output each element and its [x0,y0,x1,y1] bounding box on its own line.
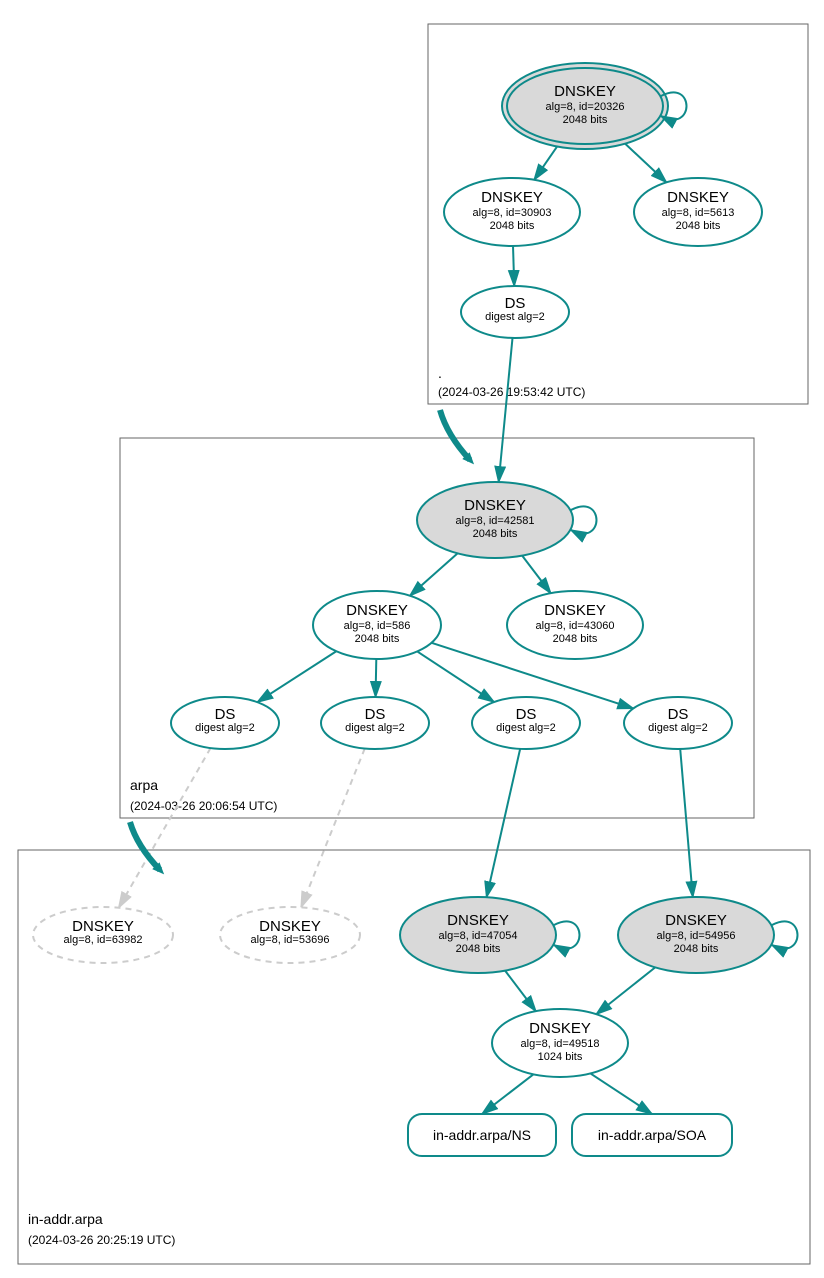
node-sub: alg=8, id=30903 [473,207,552,219]
node-n18: in-addr.arpa/SOA [572,1114,732,1156]
node-sub: 2048 bits [563,114,608,126]
node-n2: DNSKEYalg=8, id=309032048 bits [444,178,580,246]
edge-n2-n4 [513,246,514,286]
zone-label-arpa: arpa [130,777,158,793]
edge-n11-n15 [680,749,693,897]
node-sub: alg=8, id=63982 [64,934,143,946]
node-n14: DNSKEYalg=8, id=470542048 bits [400,897,580,973]
edge-n14-n16 [505,971,536,1012]
node-sub: 2048 bits [674,943,719,955]
node-sub: alg=8, id=5613 [662,207,735,219]
selfloop-icon [772,921,798,948]
dnssec-diagram: . (2024-03-26 19:53:42 UTC) arpa (2024-03-2… [0,0,824,1278]
node-sub: alg=8, id=49518 [521,1038,600,1050]
edge-n15-n16 [596,967,655,1014]
node-title: DS [505,295,526,312]
edge-n5-n6 [410,553,458,595]
edge-n1-n2 [534,142,560,180]
node-title: DNSKEY [667,189,729,206]
node-n15: DNSKEYalg=8, id=549562048 bits [618,897,798,973]
node-title: DNSKEY [464,497,526,514]
zone-label-inaddr: in-addr.arpa [28,1211,103,1227]
node-title: DNSKEY [544,602,606,619]
nodes-layer: DNSKEYalg=8, id=203262048 bitsDNSKEYalg=… [33,63,798,1156]
node-sub: digest alg=2 [648,722,708,734]
node-sub: alg=8, id=20326 [546,101,625,113]
selfloop-icon [554,921,580,948]
edge-n4-n5 [499,338,513,482]
edge-n6-n8 [257,651,336,702]
node-sub: digest alg=2 [496,722,556,734]
node-sub: digest alg=2 [485,311,545,323]
node-title: in-addr.arpa/SOA [598,1127,707,1143]
node-sub: alg=8, id=47054 [439,930,518,942]
node-sub: 2048 bits [676,220,721,232]
zone-timestamp-arpa: (2024-03-26 20:06:54 UTC) [130,799,277,813]
node-sub: 2048 bits [355,633,400,645]
node-title: DNSKEY [259,918,321,935]
node-title: DNSKEY [72,918,134,935]
node-sub: digest alg=2 [345,722,405,734]
node-title: in-addr.arpa/NS [433,1127,531,1143]
edge-n16-n18 [590,1073,652,1114]
edge-n9-n13 [301,749,365,908]
node-sub: 2048 bits [553,633,598,645]
zone-timestamp-root: (2024-03-26 19:53:42 UTC) [438,385,585,399]
node-sub: alg=8, id=586 [344,620,411,632]
node-n8: DSdigest alg=2 [171,697,279,749]
node-sub: 2048 bits [456,943,501,955]
node-sub: 2048 bits [473,528,518,540]
node-title: DNSKEY [346,602,408,619]
node-title: DS [516,706,537,723]
node-title: DNSKEY [481,189,543,206]
node-n12: DNSKEYalg=8, id=63982 [33,907,173,963]
zone-label-root: . [438,365,442,381]
node-sub: digest alg=2 [195,722,255,734]
node-sub: 1024 bits [538,1051,583,1063]
zone-timestamp-inaddr: (2024-03-26 20:25:19 UTC) [28,1233,175,1247]
node-n6: DNSKEYalg=8, id=5862048 bits [313,591,441,659]
node-title: DNSKEY [554,83,616,100]
node-n13: DNSKEYalg=8, id=53696 [220,907,360,963]
node-title: DS [215,706,236,723]
zone-arrow [440,410,470,460]
node-title: DNSKEY [665,912,727,929]
node-n3: DNSKEYalg=8, id=56132048 bits [634,178,762,246]
node-title: DNSKEY [529,1020,591,1037]
node-title: DS [668,706,689,723]
selfloop-icon [571,506,597,533]
edge-n10-n14 [487,749,521,897]
node-sub: alg=8, id=54956 [657,930,736,942]
node-n16: DNSKEYalg=8, id=495181024 bits [492,1009,628,1077]
edge-n16-n17 [482,1074,533,1114]
node-n4: DSdigest alg=2 [461,286,569,338]
edge-n5-n7 [522,556,551,594]
edge-n1-n3 [621,140,667,183]
node-n11: DSdigest alg=2 [624,697,732,749]
node-n7: DNSKEYalg=8, id=430602048 bits [507,591,643,659]
node-sub: alg=8, id=53696 [251,934,330,946]
node-n10: DSdigest alg=2 [472,697,580,749]
node-n9: DSdigest alg=2 [321,697,429,749]
node-title: DNSKEY [447,912,509,929]
node-sub: alg=8, id=43060 [536,620,615,632]
edge-n6-n9 [376,659,377,697]
node-n17: in-addr.arpa/NS [408,1114,556,1156]
node-sub: alg=8, id=42581 [456,515,535,527]
node-title: DS [365,706,386,723]
node-n5: DNSKEYalg=8, id=425812048 bits [417,482,597,558]
node-n1: DNSKEYalg=8, id=203262048 bits [502,63,687,149]
node-sub: 2048 bits [490,220,535,232]
